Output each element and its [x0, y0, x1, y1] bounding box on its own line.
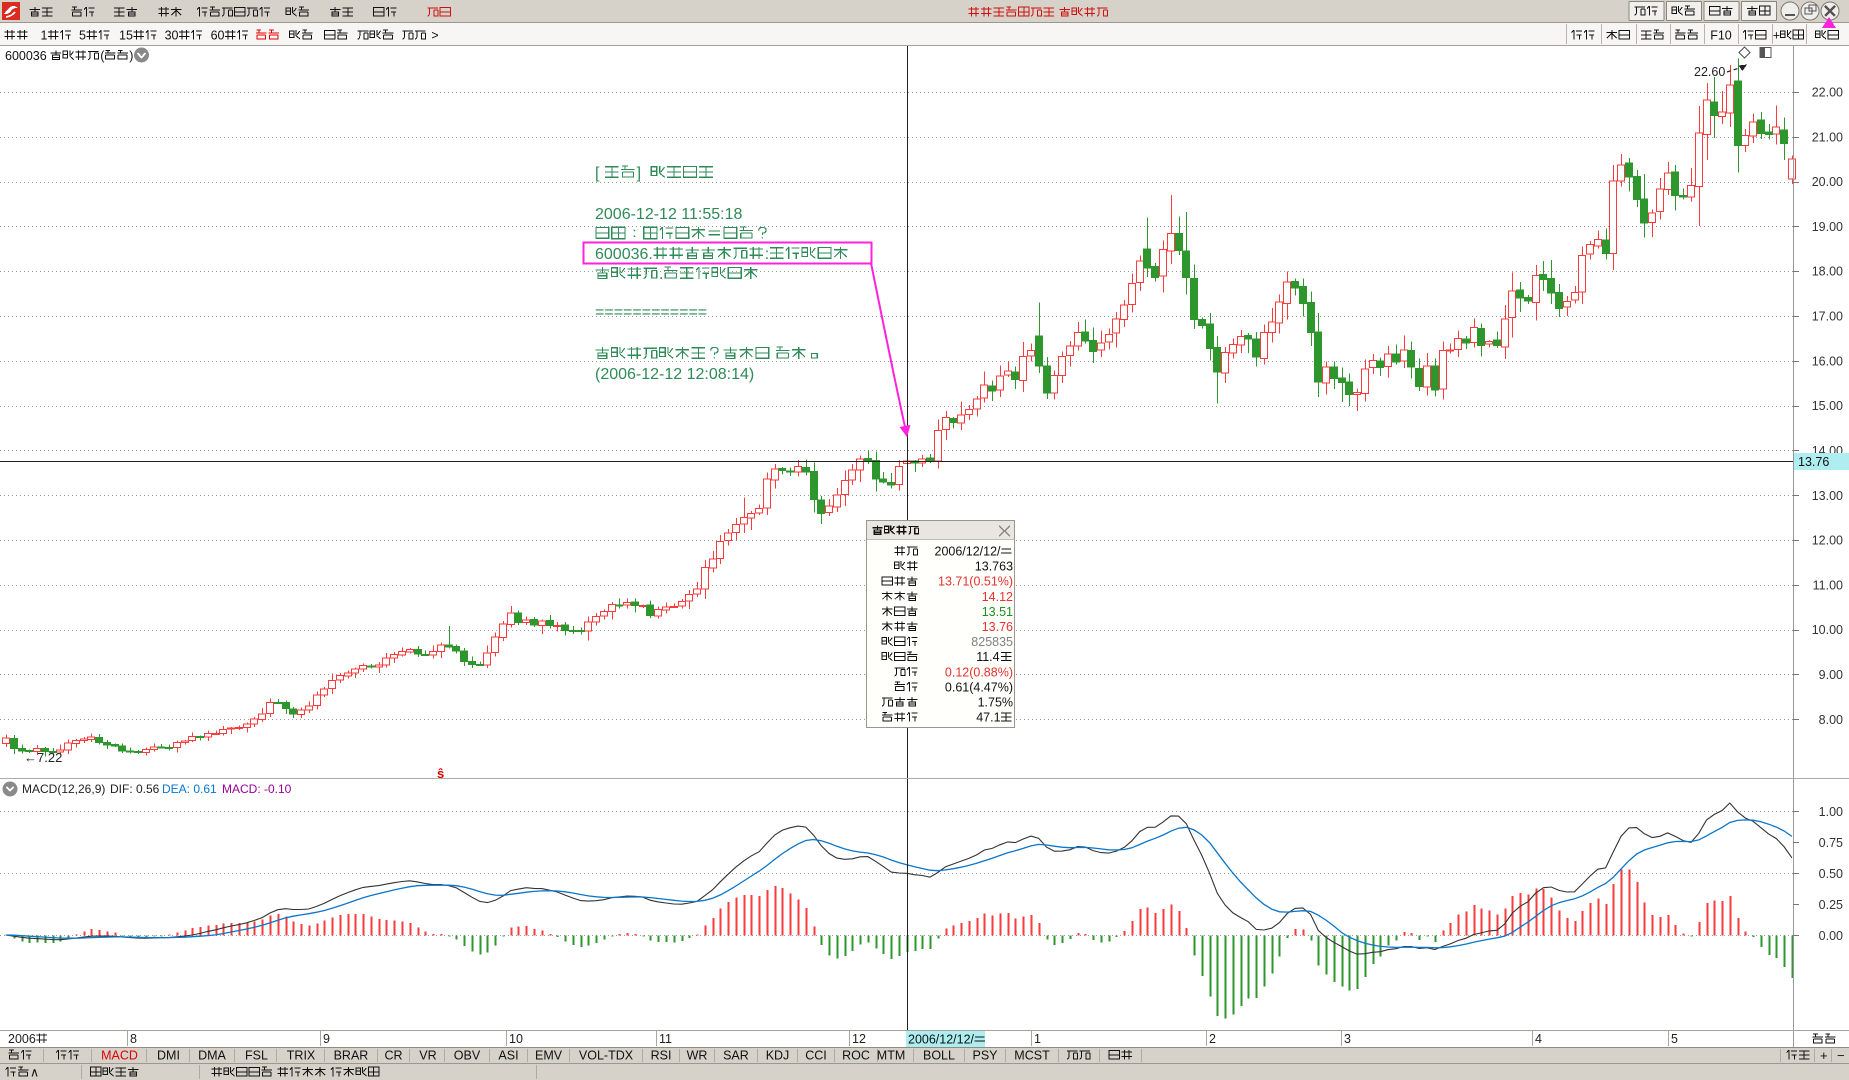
- svg-text:8: 8: [130, 1032, 137, 1046]
- svg-text:0.25: 0.25: [1819, 898, 1843, 912]
- svg-text:10: 10: [509, 1032, 523, 1046]
- svg-text:13.763: 13.763: [975, 560, 1013, 574]
- svg-text:9.00: 9.00: [1819, 668, 1843, 682]
- svg-text:∧: ∧: [30, 1066, 39, 1080]
- svg-text:2006-12-12 11:55:18: 2006-12-12 11:55:18: [595, 206, 742, 223]
- svg-text:ASI: ASI: [498, 1049, 518, 1063]
- svg-text:DMI: DMI: [157, 1049, 180, 1063]
- svg-text:13.76: 13.76: [1798, 455, 1829, 469]
- svg-text:>: >: [431, 29, 438, 43]
- svg-text:2006: 2006: [8, 1032, 36, 1046]
- svg-text:11.00: 11.00: [1813, 578, 1843, 592]
- svg-text:22.00: 22.00: [1812, 86, 1843, 100]
- svg-text:BOLL: BOLL: [923, 1049, 955, 1063]
- svg-text:ROC: ROC: [842, 1049, 870, 1063]
- svg-text:600036.: 600036.: [595, 246, 653, 263]
- svg-text:12: 12: [852, 1032, 866, 1046]
- svg-text:13.71(0.51%): 13.71(0.51%): [938, 575, 1013, 589]
- svg-text:MTM: MTM: [877, 1049, 905, 1063]
- svg-text:15: 15: [119, 29, 133, 43]
- svg-text:DEA: 0.61: DEA: 0.61: [162, 782, 217, 796]
- svg-text:F10: F10: [1710, 29, 1732, 43]
- svg-text::: :: [765, 246, 769, 263]
- svg-text:22.60: 22.60: [1694, 65, 1725, 79]
- svg-text:21.00: 21.00: [1812, 130, 1843, 144]
- svg-text:2006/12/12/: 2006/12/12/: [935, 545, 1002, 559]
- svg-text:RSI: RSI: [651, 1049, 672, 1063]
- svg-text:5: 5: [79, 29, 86, 43]
- svg-text:): ): [129, 49, 133, 63]
- svg-text:5: 5: [1671, 1032, 1678, 1046]
- svg-text:11: 11: [659, 1032, 672, 1046]
- svg-text:1.75%: 1.75%: [978, 696, 1013, 710]
- svg-text:VOL-TDX: VOL-TDX: [579, 1049, 634, 1063]
- svg-text:0.50: 0.50: [1819, 867, 1843, 881]
- svg-text:20.00: 20.00: [1812, 175, 1843, 189]
- svg-text:MACD: -0.10: MACD: -0.10: [222, 782, 292, 796]
- svg-text:12.00: 12.00: [1812, 534, 1843, 548]
- svg-text:[: [: [595, 165, 600, 182]
- svg-text:10.00: 10.00: [1812, 623, 1843, 637]
- svg-text:13.51: 13.51: [982, 605, 1013, 619]
- svg-text:13.76: 13.76: [982, 620, 1013, 634]
- svg-text:60: 60: [211, 29, 225, 43]
- svg-text:1: 1: [1034, 1032, 1041, 1046]
- svg-text:18.00: 18.00: [1812, 265, 1843, 279]
- svg-text:2006/12/12/: 2006/12/12/: [908, 1033, 975, 1047]
- svg-text:600036: 600036: [5, 49, 47, 63]
- svg-text:4: 4: [1535, 1032, 1542, 1046]
- svg-text:(: (: [100, 49, 105, 63]
- svg-text:13.00: 13.00: [1812, 489, 1843, 503]
- svg-text:19.00: 19.00: [1812, 220, 1843, 234]
- svg-text:EMV: EMV: [535, 1049, 563, 1063]
- svg-text:16.00: 16.00: [1812, 354, 1843, 368]
- svg-text:11.4: 11.4: [976, 650, 999, 664]
- svg-text:8.00: 8.00: [1819, 713, 1843, 727]
- svg-text:]: ]: [637, 165, 641, 182]
- svg-text:(2006-12-12 12:08:14): (2006-12-12 12:08:14): [595, 366, 754, 383]
- svg-text:3: 3: [1344, 1032, 1351, 1046]
- svg-text:1: 1: [41, 29, 48, 43]
- svg-text:−: −: [1837, 1048, 1845, 1063]
- svg-text:+: +: [1773, 29, 1780, 43]
- svg-text:0.12(0.88%): 0.12(0.88%): [945, 665, 1013, 679]
- svg-text:MCST: MCST: [1014, 1049, 1050, 1063]
- svg-text:SAR: SAR: [723, 1049, 749, 1063]
- svg-text:.: .: [659, 266, 663, 283]
- svg-text:CCI: CCI: [805, 1049, 827, 1063]
- svg-text:BRAR: BRAR: [334, 1049, 369, 1063]
- svg-text:VR: VR: [419, 1049, 436, 1063]
- svg-text:14.12: 14.12: [982, 590, 1013, 604]
- svg-text:30: 30: [165, 29, 179, 43]
- svg-text:DMA: DMA: [198, 1049, 226, 1063]
- svg-text:DIF: 0.56: DIF: 0.56: [110, 782, 160, 796]
- svg-text:1.00: 1.00: [1819, 805, 1843, 819]
- svg-text:0.00: 0.00: [1819, 929, 1843, 943]
- svg-text:ŝ: ŝ: [437, 766, 444, 781]
- svg-text:FSL: FSL: [245, 1049, 268, 1063]
- svg-text:OBV: OBV: [454, 1049, 481, 1063]
- svg-text:PSY: PSY: [973, 1049, 999, 1063]
- svg-text:WR: WR: [687, 1049, 708, 1063]
- svg-text:15.00: 15.00: [1812, 399, 1843, 413]
- svg-text:0.61(4.47%): 0.61(4.47%): [945, 680, 1013, 694]
- svg-text:MACD(12,26,9): MACD(12,26,9): [22, 782, 105, 796]
- svg-text:+: +: [1820, 1048, 1828, 1063]
- svg-text:MACD: MACD: [101, 1049, 138, 1063]
- svg-text:9: 9: [323, 1032, 330, 1046]
- svg-text:←7.22: ←7.22: [24, 750, 62, 765]
- svg-text:0.75: 0.75: [1819, 836, 1843, 850]
- svg-text:825835: 825835: [971, 635, 1013, 649]
- svg-text:CR: CR: [385, 1049, 403, 1063]
- svg-text:2: 2: [1209, 1032, 1216, 1046]
- svg-text:TRIX: TRIX: [287, 1049, 316, 1063]
- svg-text:17.00: 17.00: [1812, 310, 1843, 324]
- svg-text:KDJ: KDJ: [766, 1049, 790, 1063]
- svg-text:47.1: 47.1: [976, 711, 1000, 725]
- svg-text:============: ============: [595, 304, 707, 321]
